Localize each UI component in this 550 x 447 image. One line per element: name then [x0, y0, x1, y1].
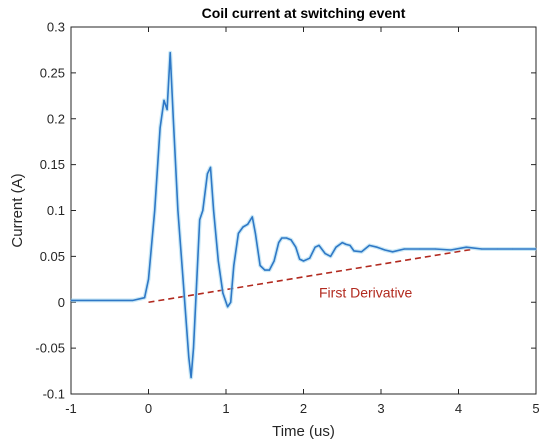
data-point — [177, 209, 179, 212]
x-tick-label: 1 — [222, 401, 229, 416]
data-point — [70, 299, 72, 302]
y-tick-label: 0.1 — [47, 203, 65, 218]
data-point — [353, 250, 355, 252]
y-tick-label: 0.25 — [40, 65, 65, 80]
data-point — [226, 306, 229, 308]
chart-title: Coil current at switching event — [202, 5, 406, 21]
data-point — [368, 244, 370, 246]
data-point — [341, 242, 343, 244]
data-point — [465, 246, 467, 248]
x-tick-label: 3 — [377, 401, 384, 416]
data-point — [392, 251, 394, 253]
y-axis-label: Current (A) — [9, 173, 26, 247]
data-point — [172, 118, 174, 120]
data-point — [330, 255, 332, 257]
data-point — [324, 253, 326, 255]
y-tick-label: 0.15 — [40, 157, 65, 172]
data-point — [419, 248, 421, 250]
data-point — [159, 127, 161, 129]
data-point — [195, 283, 198, 285]
data-point — [295, 246, 297, 248]
x-tick-label: 0 — [145, 401, 152, 416]
data-point — [384, 249, 386, 251]
derivative-dashed-line — [148, 248, 475, 304]
series-line — [71, 51, 536, 379]
data-point — [251, 216, 253, 218]
data-point — [217, 260, 219, 262]
data-point — [268, 269, 270, 271]
data-point — [154, 209, 156, 212]
data-point — [144, 297, 146, 299]
data-point — [450, 249, 452, 251]
series-noise-band — [71, 50, 536, 380]
data-point — [233, 264, 235, 267]
data-point — [299, 258, 301, 260]
y-tick-label: -0.05 — [35, 341, 65, 356]
data-point — [535, 248, 537, 250]
data-point — [496, 248, 498, 250]
data-point — [281, 237, 283, 239]
data-point — [190, 376, 192, 379]
data-point — [345, 243, 347, 246]
x-axis-label: Time (us) — [272, 423, 335, 440]
data-point — [512, 248, 514, 250]
data-point — [188, 356, 190, 358]
data-point — [237, 232, 239, 235]
data-point — [302, 260, 305, 262]
data-point — [481, 248, 483, 250]
y-tick-label: 0 — [58, 295, 65, 310]
plot-border — [70, 26, 537, 395]
data-point — [273, 260, 275, 262]
data-point — [314, 246, 316, 248]
y-tick-label: 0.3 — [47, 20, 65, 35]
x-tick-label: 2 — [300, 401, 307, 416]
y-tick-label: -0.1 — [43, 387, 65, 402]
x-axis-ticks: -1 0 1 2 3 4 5 — [65, 27, 540, 416]
data-point — [202, 209, 204, 212]
data-point — [318, 244, 320, 246]
data-point — [335, 246, 337, 248]
data-point — [403, 248, 405, 250]
data-point — [169, 52, 171, 54]
data-point — [247, 223, 249, 225]
data-point — [309, 257, 311, 259]
data-point — [285, 237, 288, 239]
data-point — [163, 99, 165, 101]
data-point — [222, 292, 224, 294]
data-point — [147, 278, 150, 280]
data-point — [254, 232, 257, 235]
plot-frame — [70, 26, 537, 395]
data-point — [209, 166, 212, 168]
data-point — [376, 246, 378, 248]
data-point — [199, 219, 201, 221]
data-point — [166, 108, 168, 111]
y-tick-label: 0.2 — [47, 111, 65, 126]
data-point — [206, 173, 208, 175]
data-point — [182, 283, 184, 285]
series-group — [70, 50, 537, 380]
data-point — [434, 248, 436, 250]
data-point — [132, 299, 134, 302]
data-point — [349, 244, 351, 246]
data-point — [264, 269, 266, 271]
y-tick-label: 0.05 — [40, 249, 65, 264]
x-tick-label: -1 — [65, 401, 77, 416]
data-point — [230, 301, 232, 303]
data-point — [290, 239, 292, 241]
data-point — [192, 347, 195, 349]
y-axis-ticks: -0.1 -0.05 0 0.05 0.1 0.15 0.2 0.25 0.3 — [35, 20, 536, 402]
data-point — [278, 242, 280, 244]
x-tick-label: 4 — [455, 401, 462, 416]
data-point — [259, 264, 261, 267]
data-point — [242, 226, 244, 228]
derivative-label: First Derivative — [319, 285, 413, 301]
data-point — [213, 209, 215, 212]
x-tick-label: 5 — [532, 401, 539, 416]
data-point — [361, 251, 363, 253]
annotations: First Derivative — [148, 248, 475, 304]
